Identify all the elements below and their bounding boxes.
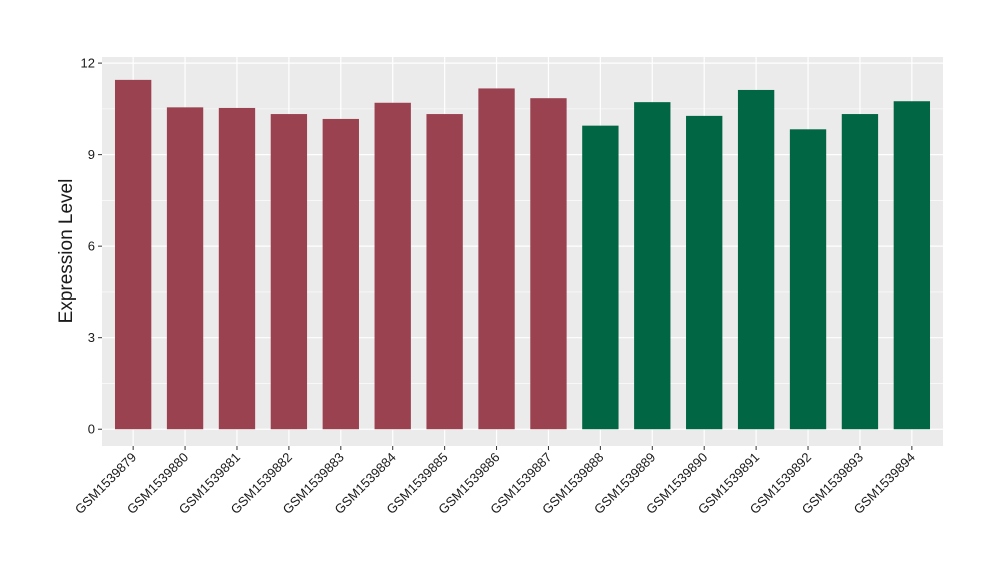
bar-GSM1539887 (530, 98, 567, 430)
bar-GSM1539880 (166, 107, 204, 430)
y-axis-title: Expression Level (56, 179, 77, 324)
y-tick-label: 6 (88, 239, 95, 254)
bar-GSM1539888 (582, 125, 619, 430)
bar-GSM1539884 (374, 102, 411, 430)
y-tick-label: 3 (88, 330, 95, 345)
y-tick-label: 9 (88, 147, 95, 162)
bar-GSM1539879 (114, 79, 152, 430)
bar-GSM1539893 (841, 114, 879, 430)
bar-GSM1539892 (789, 129, 827, 430)
bar-GSM1539894 (893, 101, 931, 430)
x-axis: GSM1539879GSM1539880GSM1539881GSM1539882… (72, 446, 918, 517)
bar-GSM1539890 (686, 115, 723, 430)
bar-GSM1539885 (426, 114, 463, 430)
bar-GSM1539883 (322, 118, 359, 430)
bar-GSM1539882 (270, 114, 308, 430)
y-tick-label: 0 (88, 422, 95, 437)
bar-GSM1539889 (634, 102, 671, 430)
bar-GSM1539886 (478, 88, 515, 430)
bar-GSM1539891 (737, 89, 775, 430)
bar-GSM1539881 (218, 107, 256, 430)
y-tick-label: 12 (81, 56, 95, 71)
y-axis: 0 3 6 9 12 (81, 56, 102, 437)
bars (114, 79, 931, 430)
